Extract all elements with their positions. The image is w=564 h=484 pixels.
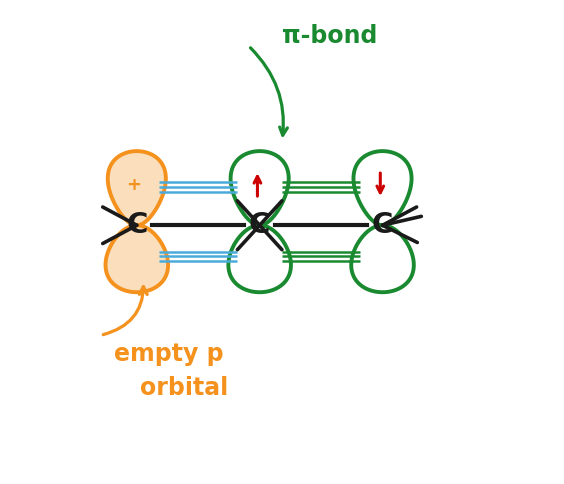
Text: empty p: empty p: [114, 343, 224, 366]
Text: orbital: orbital: [140, 376, 228, 400]
Text: C: C: [372, 211, 393, 239]
Text: π-bond: π-bond: [282, 24, 377, 48]
Text: C: C: [126, 211, 148, 239]
Polygon shape: [108, 151, 166, 225]
Text: +: +: [126, 176, 141, 194]
Text: C: C: [249, 211, 270, 239]
Polygon shape: [105, 225, 168, 292]
